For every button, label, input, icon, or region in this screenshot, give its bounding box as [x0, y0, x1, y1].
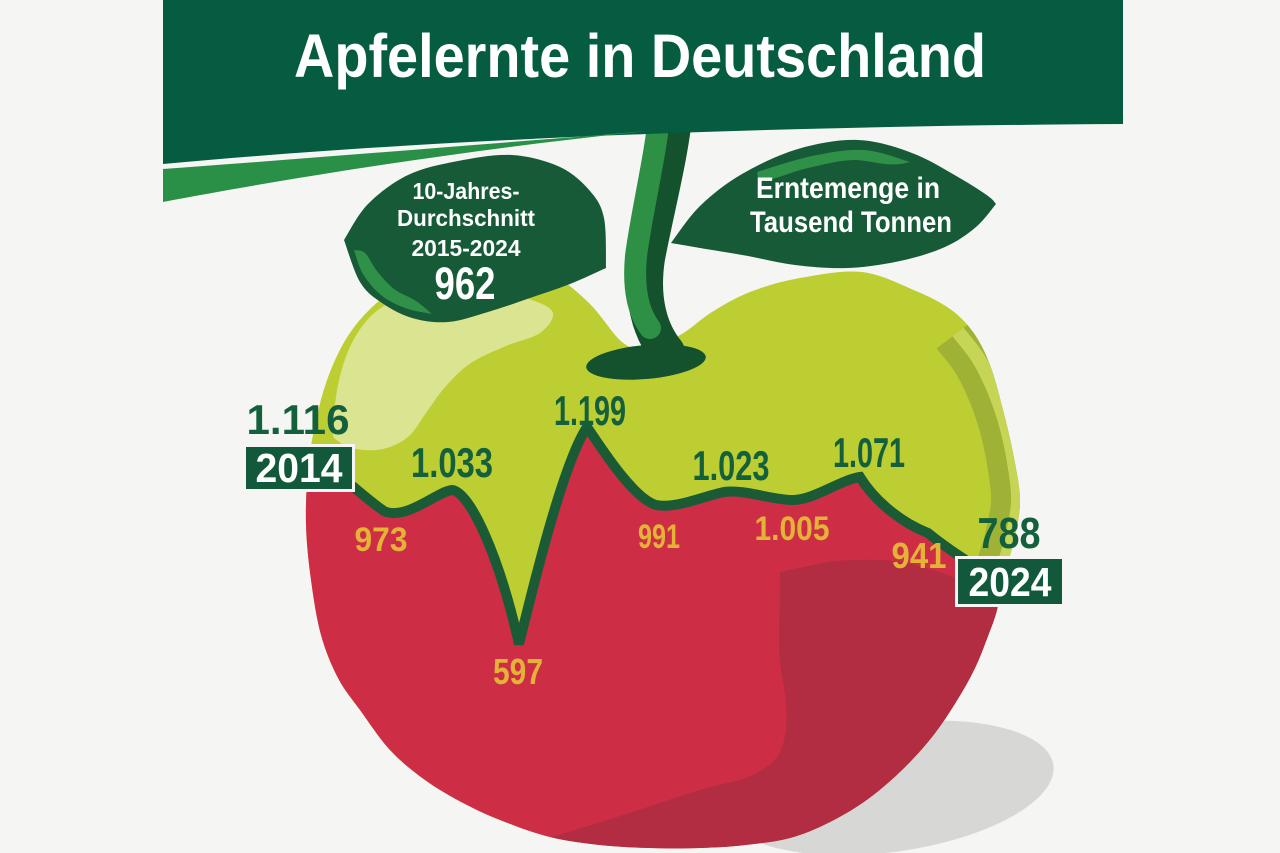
svg-text:Tausend Tonnen: Tausend Tonnen — [750, 206, 952, 239]
svg-text:1.199: 1.199 — [554, 387, 626, 434]
svg-text:973: 973 — [355, 521, 408, 559]
svg-text:1.005: 1.005 — [755, 510, 830, 548]
svg-text:991: 991 — [638, 518, 680, 556]
svg-text:1.033: 1.033 — [411, 439, 493, 486]
svg-text:2014: 2014 — [256, 445, 343, 491]
svg-text:788: 788 — [978, 509, 1041, 558]
svg-text:10-Jahres-: 10-Jahres- — [413, 178, 520, 204]
svg-text:1.071: 1.071 — [833, 429, 905, 476]
svg-text:1.023: 1.023 — [693, 442, 770, 489]
svg-text:597: 597 — [493, 651, 543, 692]
svg-text:Apfelernte in Deutschland: Apfelernte in Deutschland — [294, 22, 986, 90]
svg-text:Durchschnitt: Durchschnitt — [397, 205, 535, 231]
svg-text:2024: 2024 — [969, 559, 1052, 605]
svg-text:962: 962 — [435, 258, 496, 309]
svg-text:941: 941 — [892, 535, 947, 576]
svg-text:Erntemenge in: Erntemenge in — [756, 172, 940, 205]
svg-text:2015-2024: 2015-2024 — [412, 235, 521, 261]
svg-text:1.116: 1.116 — [247, 396, 350, 443]
